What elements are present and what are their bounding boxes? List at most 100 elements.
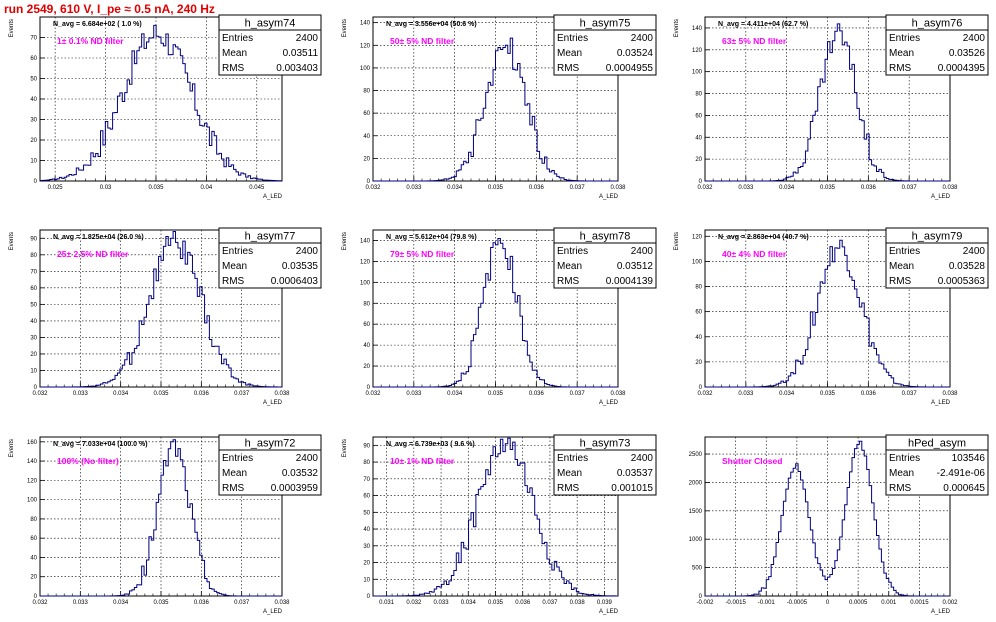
y-tick-label: 90 — [363, 443, 370, 449]
y-tick-label: 0 — [367, 594, 371, 600]
x-tick-label: 0.034 — [113, 391, 129, 397]
x-tick-label: 0.033 — [434, 600, 450, 606]
histogram-panel-h_asym79: 0.032 0.033 0.034 0.035 0.036 0.037 0.038 0 20 40… — [674, 227, 989, 406]
histogram-line — [373, 237, 618, 388]
stats-value-mean: 0.03528 — [949, 261, 986, 272]
stats-key-mean: Mean — [889, 261, 914, 272]
x-tick-label: 0.037 — [902, 391, 918, 397]
x-tick-label: 0.035 — [148, 185, 164, 191]
y-tick-label: 1000 — [689, 537, 703, 543]
y-tick-label: 10 — [363, 577, 370, 583]
stats-key-rms: RMS — [557, 276, 580, 287]
n-avg-label: N_avg = 2.863e+04 (40.7 %) — [718, 234, 809, 241]
histogram-panel-h_asym73: 0.031 0.032 0.033 0.034 0.035 0.036 0.037 0.038… — [342, 434, 657, 615]
filter-annotation: 40± 4% ND filter — [722, 249, 787, 259]
stats-box — [885, 434, 989, 496]
stats-key-entries: Entries — [557, 453, 588, 464]
stats-value-entries: 2400 — [296, 33, 319, 44]
stats-key-entries: Entries — [557, 33, 588, 44]
x-tick-label: 0.038 — [942, 185, 958, 191]
stats-value-mean: 0.03512 — [617, 261, 654, 272]
x-tick-label: 0.0005 — [849, 600, 868, 606]
x-tick-label: 0.031 — [379, 600, 395, 606]
histogram-panel-h_asym77: 0.032 0.033 0.034 0.035 0.036 0.037 0.038 0 10 20… — [9, 227, 322, 406]
x-tick-label: 0.036 — [529, 185, 545, 191]
y-tick-label: 70 — [363, 477, 370, 483]
x-tick-label: 0.033 — [738, 391, 754, 397]
stats-value-mean: 0.03535 — [282, 261, 319, 272]
y-tick-label: 50 — [30, 302, 37, 308]
y-axis-label: Events — [342, 439, 348, 457]
x-tick-label: 0.036 — [194, 391, 210, 397]
histogram-panel-h_asym75: 0.032 0.033 0.034 0.035 0.036 0.037 0.038 0 20 40… — [342, 14, 657, 200]
y-tick-label: 30 — [30, 118, 37, 124]
y-tick-label: 10 — [30, 368, 37, 374]
y-tick-label: 100 — [692, 70, 703, 76]
y-tick-label: 90 — [30, 236, 37, 242]
stats-key-entries: Entries — [889, 33, 920, 44]
histogram-panel-h_asym78: 0.032 0.033 0.034 0.035 0.036 0.037 0.038 0 20 40… — [342, 227, 657, 406]
filter-annotation: 10± 1% ND filter — [390, 456, 455, 466]
stats-title: h_asym78 — [580, 231, 631, 243]
y-tick-label: 100 — [360, 66, 371, 72]
stats-value-entries: 2400 — [631, 246, 654, 257]
y-tick-label: 0 — [34, 594, 38, 600]
y-tick-label: 0 — [367, 179, 371, 185]
y-tick-label: 20 — [363, 364, 370, 370]
stats-key-entries: Entries — [222, 453, 253, 464]
filter-annotation: 79± 5% ND filter — [390, 249, 455, 259]
stats-key-rms: RMS — [557, 483, 580, 494]
stats-value-entries: 2400 — [631, 453, 654, 464]
x-tick-label: 0.03 — [100, 185, 112, 191]
stats-value-rms: 0.001015 — [611, 483, 653, 494]
stats-value-mean: 0.03524 — [617, 48, 654, 59]
stats-key-rms: RMS — [222, 276, 245, 287]
y-tick-label: 0 — [699, 385, 703, 391]
stats-value-mean: 0.03526 — [949, 48, 986, 59]
x-axis-label: A_LED — [263, 194, 283, 200]
x-tick-label: 0.033 — [406, 185, 422, 191]
stats-title: h_asym73 — [580, 438, 631, 450]
x-tick-label: 0.038 — [570, 600, 586, 606]
y-tick-label: 40 — [695, 135, 702, 141]
stats-value-rms: 0.0005363 — [938, 276, 986, 287]
histogram-panel-h_asym74: 0.025 0.03 0.035 0.04 0.045 0 10 20 30 40 50 60 70 Ev… — [9, 14, 322, 200]
y-tick-label: 140 — [692, 26, 703, 32]
stats-box — [553, 14, 657, 76]
x-axis-label: A_LED — [599, 609, 619, 615]
y-tick-label: 20 — [695, 360, 702, 366]
stats-value-entries: 2400 — [296, 246, 319, 257]
y-tick-label: 20 — [30, 138, 37, 144]
x-tick-label: 0.033 — [406, 391, 422, 397]
y-tick-label: 120 — [692, 48, 703, 54]
histogram-line — [705, 440, 950, 597]
x-tick-label: 0.032 — [697, 185, 713, 191]
y-tick-label: 20 — [30, 352, 37, 358]
x-axis-label: A_LED — [263, 609, 283, 615]
x-tick-label: 0.032 — [406, 600, 422, 606]
stats-title: h_asym77 — [245, 231, 296, 243]
stats-value-rms: 0.0004955 — [606, 63, 654, 74]
y-tick-label: 140 — [360, 21, 371, 27]
x-axis-label: A_LED — [931, 194, 951, 200]
stats-value-mean: 0.03537 — [617, 468, 654, 479]
y-tick-label: 60 — [30, 56, 37, 62]
stats-key-mean: Mean — [557, 261, 582, 272]
x-tick-label: 0.037 — [902, 185, 918, 191]
y-tick-label: 60 — [30, 536, 37, 542]
y-tick-label: 120 — [360, 259, 371, 265]
n-avg-label: N_avg = 3.556e+04 (50.6 %) — [386, 21, 477, 28]
histogram-line — [39, 24, 283, 182]
stats-box — [885, 227, 989, 289]
stats-value-mean: -2.491e-06 — [937, 468, 986, 479]
y-tick-label: 1500 — [689, 509, 703, 515]
x-tick-label: 0.001 — [881, 600, 897, 606]
y-axis-label: Events — [674, 19, 680, 37]
x-tick-label: 0.037 — [234, 600, 250, 606]
x-tick-label: 0.037 — [570, 185, 586, 191]
y-tick-label: 40 — [30, 97, 37, 103]
stats-value-rms: 0.003403 — [276, 63, 318, 74]
filter-annotation: 50± 5% ND filter — [390, 36, 455, 46]
stats-key-rms: RMS — [889, 63, 912, 74]
